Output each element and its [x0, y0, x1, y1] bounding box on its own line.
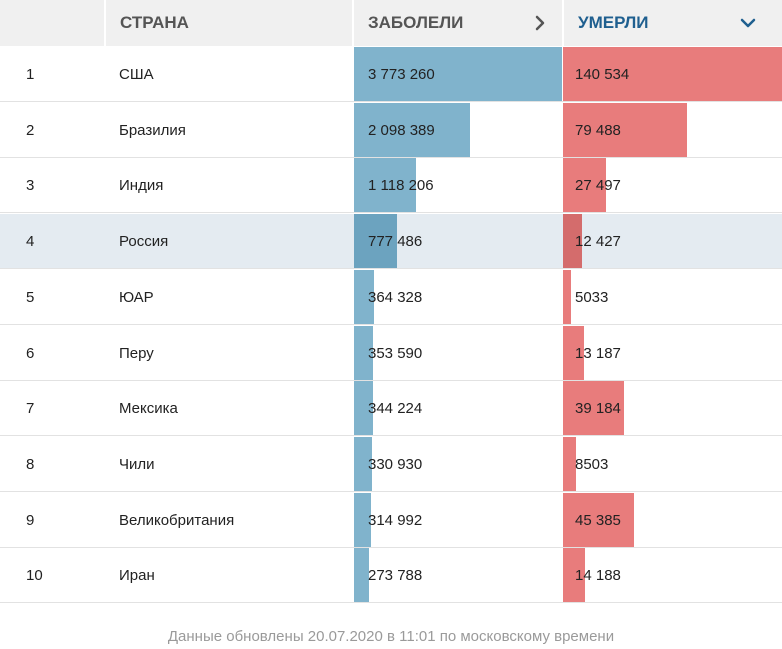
table-row: 9 Великобритания 314 992 45 385: [0, 492, 782, 548]
deaths-value: 140 534: [575, 66, 630, 83]
header-country[interactable]: СТРАНА: [106, 0, 352, 46]
chevron-right-icon: [535, 15, 545, 31]
deaths-value: 79 488: [575, 121, 621, 139]
cases-value: 364 328: [368, 288, 423, 306]
deaths-value: 12 427: [575, 233, 621, 251]
deaths-bar: [563, 325, 584, 380]
deaths-value: 45 385: [575, 511, 621, 529]
country-cell: Бразилия: [119, 121, 186, 139]
country-cell: Россия: [119, 233, 169, 251]
country-cell: США: [119, 66, 154, 83]
rank-cell: 6: [26, 344, 35, 362]
country-cell: ЮАР: [119, 288, 154, 306]
cases-bar: [354, 102, 470, 157]
header-cases-label: ЗАБОЛЕЛИ: [368, 13, 464, 32]
deaths-bar: [563, 47, 782, 101]
table-row: 10 Иран 273 788 14 188: [0, 548, 782, 604]
table-row: 1 США 3 773 260 140 534: [0, 47, 782, 102]
rank-cell: 7: [26, 400, 35, 418]
table-header: СТРАНА ЗАБОЛЕЛИ УМЕРЛИ: [0, 0, 782, 46]
header-country-label: СТРАНА: [120, 13, 189, 32]
header-rank-cell: [0, 0, 104, 46]
rank-cell: 10: [26, 567, 43, 585]
cases-value: 2 098 389: [368, 121, 435, 139]
cases-value: 314 992: [368, 511, 423, 529]
cases-bar: [354, 492, 372, 547]
deaths-bar: [563, 381, 625, 436]
deaths-value: 27 497: [575, 177, 621, 195]
deaths-bar: [563, 269, 571, 324]
deaths-bar: [563, 492, 634, 547]
deaths-value: 14 188: [575, 567, 621, 585]
country-cell: Иран: [119, 567, 155, 585]
cases-value: 1 118 206: [368, 177, 434, 195]
deaths-bar: [563, 158, 606, 213]
table-row: 7 Мексика 344 224 39 184: [0, 381, 782, 437]
rank-cell: 5: [26, 288, 35, 306]
cases-value: 344 224: [368, 400, 423, 418]
deaths-bar: [563, 214, 583, 269]
cases-bar: [354, 548, 370, 603]
cases-bar: [354, 158, 416, 213]
deaths-value: 39 184: [575, 400, 621, 418]
rank-cell: 1: [26, 66, 35, 83]
country-cell: Индия: [119, 177, 164, 195]
cases-bar: [354, 381, 373, 436]
deaths-value: 5033: [575, 288, 609, 306]
cases-value: 330 930: [368, 455, 423, 473]
cases-value: 777 486: [368, 233, 423, 251]
header-deaths-sort[interactable]: УМЕРЛИ: [564, 0, 782, 46]
country-cell: Перу: [119, 344, 154, 362]
table-row: 8 Чили 330 930 8503: [0, 436, 782, 492]
cases-value: 353 590: [368, 344, 423, 362]
chevron-down-icon: [740, 18, 756, 28]
rank-cell: 9: [26, 511, 35, 529]
table-row: 3 Индия 1 118 206 27 497: [0, 158, 782, 214]
cases-bar: [354, 214, 397, 269]
country-cell: Великобритания: [119, 511, 235, 529]
deaths-bar: [563, 436, 577, 491]
header-deaths-label: УМЕРЛИ: [578, 13, 649, 32]
deaths-bar: [563, 548, 586, 603]
update-note: Данные обновлены 20.07.2020 в 11:01 по м…: [167, 628, 615, 645]
rank-cell: 3: [26, 177, 35, 195]
table-row: 2 Бразилия 2 098 389 79 488: [0, 102, 782, 158]
country-cell: Мексика: [119, 400, 178, 418]
header-cases-sort[interactable]: ЗАБОЛЕЛИ: [354, 0, 562, 46]
rank-cell: 2: [26, 121, 35, 139]
table-row: 6 Перу 353 590 13 187: [0, 325, 782, 381]
deaths-bar: [563, 102, 687, 157]
cases-bar: [354, 325, 374, 380]
cases-bar: [354, 436, 373, 491]
table-row: 5 ЮАР 364 328 5033: [0, 269, 782, 325]
deaths-value: 8503: [575, 455, 609, 473]
rank-cell: 4: [26, 233, 35, 251]
cases-value: 3 773 260: [368, 66, 435, 83]
cases-value: 273 788: [368, 567, 423, 585]
cases-bar: [354, 47, 562, 101]
rank-cell: 8: [26, 455, 35, 473]
country-cell: Чили: [119, 455, 155, 473]
deaths-value: 13 187: [575, 344, 621, 362]
table-row: 4 Россия 777 486 12 427: [0, 214, 782, 270]
cases-bar: [354, 269, 375, 324]
